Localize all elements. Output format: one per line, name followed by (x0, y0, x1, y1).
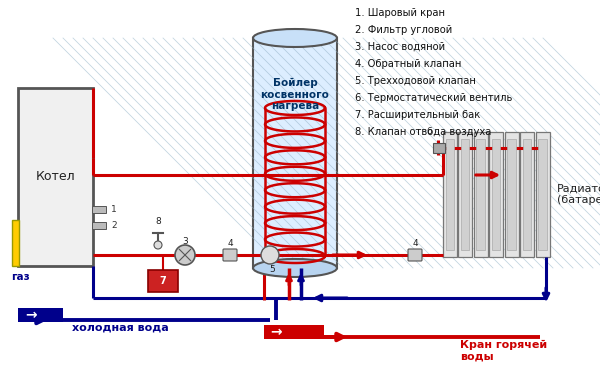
Text: 7. Расширительный бак: 7. Расширительный бак (355, 110, 480, 120)
Bar (489, 132, 503, 257)
Text: газ: газ (11, 272, 29, 282)
Ellipse shape (253, 29, 337, 47)
Text: 2. Фильтр угловой: 2. Фильтр угловой (355, 25, 452, 35)
Bar (264, 325, 324, 339)
Ellipse shape (253, 259, 337, 277)
Text: →: → (270, 325, 281, 339)
Bar (18, 88, 93, 266)
Bar (523, 139, 531, 250)
Bar (92, 222, 106, 229)
Text: Бойлер
косвенного
нагрева: Бойлер косвенного нагрева (260, 78, 329, 111)
Text: 8. Клапан отвода воздуха: 8. Клапан отвода воздуха (355, 127, 491, 137)
Bar (458, 132, 472, 257)
Text: 4: 4 (227, 239, 233, 247)
Bar (445, 139, 454, 250)
Text: холодная вода: холодная вода (72, 323, 169, 333)
Bar (18, 308, 63, 322)
Circle shape (261, 246, 279, 264)
Bar (492, 139, 500, 250)
Text: 3: 3 (182, 236, 188, 246)
Bar (505, 132, 518, 257)
Text: 5: 5 (269, 265, 275, 273)
Bar (520, 132, 534, 257)
Circle shape (175, 245, 195, 265)
Bar (476, 139, 485, 250)
Bar (433, 143, 445, 153)
Text: Котел: Котел (35, 171, 76, 184)
Text: 8: 8 (155, 217, 161, 227)
Text: 4. Обратный клапан: 4. Обратный клапан (355, 59, 461, 69)
Bar (536, 132, 550, 257)
Text: 1. Шаровый кран: 1. Шаровый кран (355, 8, 445, 18)
Bar (92, 206, 106, 213)
Text: 2: 2 (111, 221, 116, 230)
Text: 1: 1 (111, 206, 117, 214)
Circle shape (154, 241, 162, 249)
Bar (253, 38, 337, 268)
FancyBboxPatch shape (408, 249, 422, 261)
Bar (148, 270, 178, 292)
Bar (474, 132, 488, 257)
Bar (12, 220, 19, 266)
Text: 6. Термостатический вентиль: 6. Термостатический вентиль (355, 93, 512, 103)
Text: Радиатор
(батарея): Радиатор (батарея) (557, 184, 600, 205)
Text: Кран горячей
воды: Кран горячей воды (460, 340, 547, 362)
FancyBboxPatch shape (223, 249, 237, 261)
Text: 7: 7 (160, 276, 166, 286)
Text: 3. Насос водяной: 3. Насос водяной (355, 42, 445, 52)
Text: 5. Трехходовой клапан: 5. Трехходовой клапан (355, 76, 476, 86)
Text: 4: 4 (412, 239, 418, 247)
Bar (507, 139, 515, 250)
Text: →: → (25, 308, 37, 322)
Bar (443, 132, 457, 257)
Bar (538, 139, 547, 250)
Text: 6: 6 (426, 128, 432, 137)
Bar (461, 139, 469, 250)
